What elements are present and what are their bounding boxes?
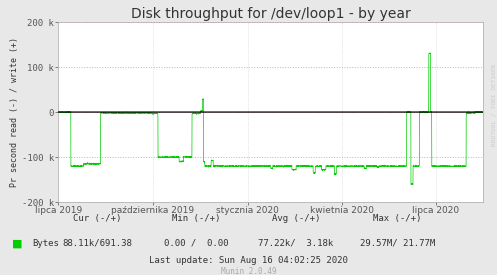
Text: RRDTOOL / TOBI OETIKER: RRDTOOL / TOBI OETIKER <box>491 63 496 146</box>
Title: Disk throughput for /dev/loop1 - by year: Disk throughput for /dev/loop1 - by year <box>131 7 411 21</box>
Text: 29.57M/ 21.77M: 29.57M/ 21.77M <box>360 239 435 248</box>
Text: ■: ■ <box>12 238 23 248</box>
Y-axis label: Pr second read (-) / write (+): Pr second read (-) / write (+) <box>10 37 19 187</box>
Text: Last update: Sun Aug 16 04:02:25 2020: Last update: Sun Aug 16 04:02:25 2020 <box>149 256 348 265</box>
Text: Bytes: Bytes <box>32 239 59 248</box>
Text: 77.22k/  3.18k: 77.22k/ 3.18k <box>258 239 333 248</box>
Text: Munin 2.0.49: Munin 2.0.49 <box>221 267 276 275</box>
Text: Min (-/+): Min (-/+) <box>172 214 221 223</box>
Text: Cur (-/+): Cur (-/+) <box>73 214 121 223</box>
Text: Max (-/+): Max (-/+) <box>373 214 422 223</box>
Text: 0.00 /  0.00: 0.00 / 0.00 <box>164 239 229 248</box>
Text: 88.11k/691.38: 88.11k/691.38 <box>62 239 132 248</box>
Text: Avg (-/+): Avg (-/+) <box>271 214 320 223</box>
